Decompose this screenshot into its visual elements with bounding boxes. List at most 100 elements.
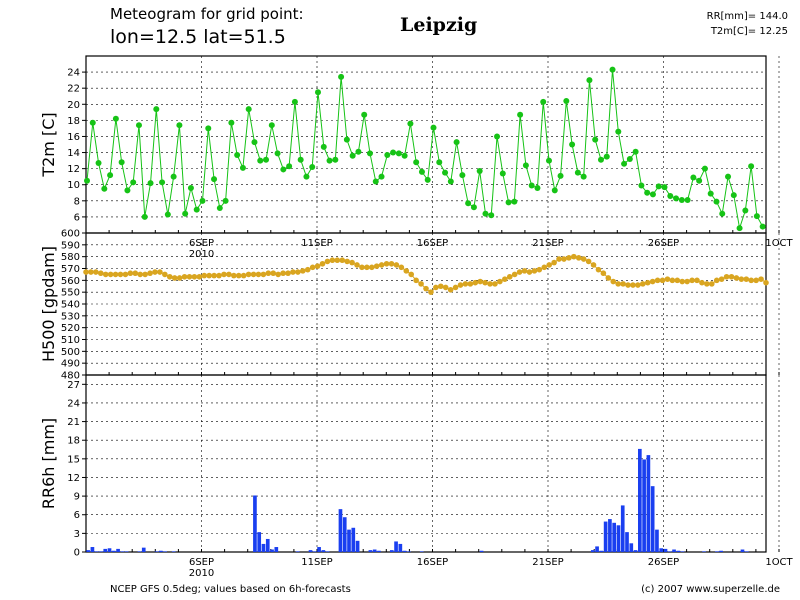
- t2m-point: [303, 173, 310, 180]
- rr6h-bar: [270, 549, 274, 552]
- h500-point: [344, 258, 350, 265]
- rr6h-bar: [377, 550, 381, 552]
- t2m-point: [234, 151, 241, 158]
- h500-point: [433, 284, 439, 291]
- t2m-point: [442, 169, 449, 176]
- t2m-point: [320, 143, 327, 150]
- y-tick-label: 530: [61, 311, 80, 322]
- h500-point: [181, 273, 188, 280]
- t2m-point: [274, 150, 281, 157]
- h500-point: [304, 266, 311, 273]
- y-tick-label: 500: [61, 347, 80, 358]
- h500-point: [423, 285, 429, 292]
- h500-point: [635, 282, 641, 288]
- t2m-point: [141, 213, 148, 220]
- y-tick-label: 600: [61, 229, 80, 240]
- rr6h-bar: [616, 525, 621, 552]
- x-date-label: 6SEP: [189, 557, 214, 568]
- rr6h-bar: [141, 547, 146, 552]
- t2m-point: [332, 156, 339, 163]
- x-year-label: 2010: [189, 249, 214, 260]
- h500-point: [339, 257, 346, 264]
- rr6h-bar: [351, 527, 356, 552]
- h500-point: [147, 270, 153, 277]
- t2m-point: [193, 206, 200, 213]
- h500-point: [211, 272, 217, 279]
- rr6h-bar: [398, 543, 403, 552]
- h500-point: [162, 271, 168, 278]
- copyright-note: (c) 2007 www.superzelle.de: [641, 584, 780, 595]
- rr6h-bar: [368, 550, 373, 552]
- h500-point: [398, 264, 405, 271]
- rr6h-bar: [163, 551, 167, 552]
- h500-point: [176, 275, 183, 281]
- t2m-series-line: [86, 69, 764, 229]
- x-date-label: 1OCT: [765, 557, 793, 568]
- h500-point: [492, 281, 498, 287]
- rr6h-bar: [620, 505, 625, 552]
- h500-point: [186, 273, 193, 280]
- rr6h-bar: [629, 543, 634, 552]
- y-tick-label: 20: [67, 100, 80, 111]
- t2m-point: [522, 162, 529, 169]
- rr6h-bar: [295, 551, 300, 552]
- t2m-point: [343, 136, 350, 143]
- rr6h-bar: [107, 548, 112, 552]
- t2m-point: [257, 157, 264, 164]
- rr6h-bar: [714, 551, 719, 552]
- rr6h-bar: [702, 551, 706, 552]
- y-tick-label: 16: [67, 132, 80, 143]
- x-date-label: 6SEP: [189, 238, 214, 249]
- t2m-point: [384, 151, 391, 158]
- h500-point: [561, 256, 567, 262]
- t2m-point: [315, 89, 321, 96]
- h500-point: [97, 270, 104, 277]
- t2m-point: [713, 198, 720, 205]
- h500-point: [610, 278, 617, 285]
- y-tick-label: 550: [61, 288, 80, 299]
- t2m-point: [638, 182, 645, 189]
- h500-point: [600, 270, 607, 277]
- t2m-point: [222, 197, 229, 204]
- t2m-point: [615, 128, 622, 135]
- t2m-point: [753, 213, 760, 220]
- h500-point: [88, 269, 94, 275]
- t2m-point: [511, 198, 518, 205]
- x-year-label: 2010: [189, 568, 214, 579]
- y-tick-label: 510: [61, 335, 80, 346]
- rr6h-bar: [642, 459, 646, 552]
- t2m-point: [124, 187, 131, 194]
- h500-point: [201, 272, 208, 279]
- rr6h-bar: [744, 551, 749, 552]
- h500-point: [324, 258, 331, 265]
- h500-point: [541, 264, 548, 271]
- rr6h-bar: [625, 532, 629, 552]
- t2m-point: [211, 176, 218, 183]
- h500-point: [206, 272, 212, 279]
- t2m-point: [632, 148, 639, 155]
- y-tick-label: 540: [61, 300, 80, 311]
- y-axis-label: H500 [gpdam]: [39, 246, 58, 362]
- t2m-point: [407, 120, 414, 127]
- y-tick-label: 520: [61, 323, 80, 334]
- t2m-point: [574, 169, 581, 176]
- t2m-point: [476, 168, 483, 175]
- t2m-point: [187, 184, 194, 191]
- y-tick-label: 24: [67, 68, 80, 79]
- t2m-point: [390, 149, 397, 156]
- t2m-point: [742, 207, 749, 214]
- t2m-point: [655, 183, 662, 190]
- y-tick-label: 3: [74, 529, 80, 540]
- h500-point: [364, 264, 370, 271]
- t2m-point: [719, 210, 726, 217]
- h500-point: [226, 271, 232, 278]
- x-date-label: 11SEP: [301, 557, 332, 568]
- x-date-label: 26SEP: [648, 238, 679, 249]
- t2m-point: [673, 195, 680, 202]
- t2m-point: [361, 111, 368, 118]
- y-tick-label: 570: [61, 264, 80, 275]
- h500-point: [452, 284, 459, 291]
- rr6h-bar: [719, 550, 723, 552]
- h500-point: [393, 262, 400, 268]
- h500-point: [595, 266, 602, 273]
